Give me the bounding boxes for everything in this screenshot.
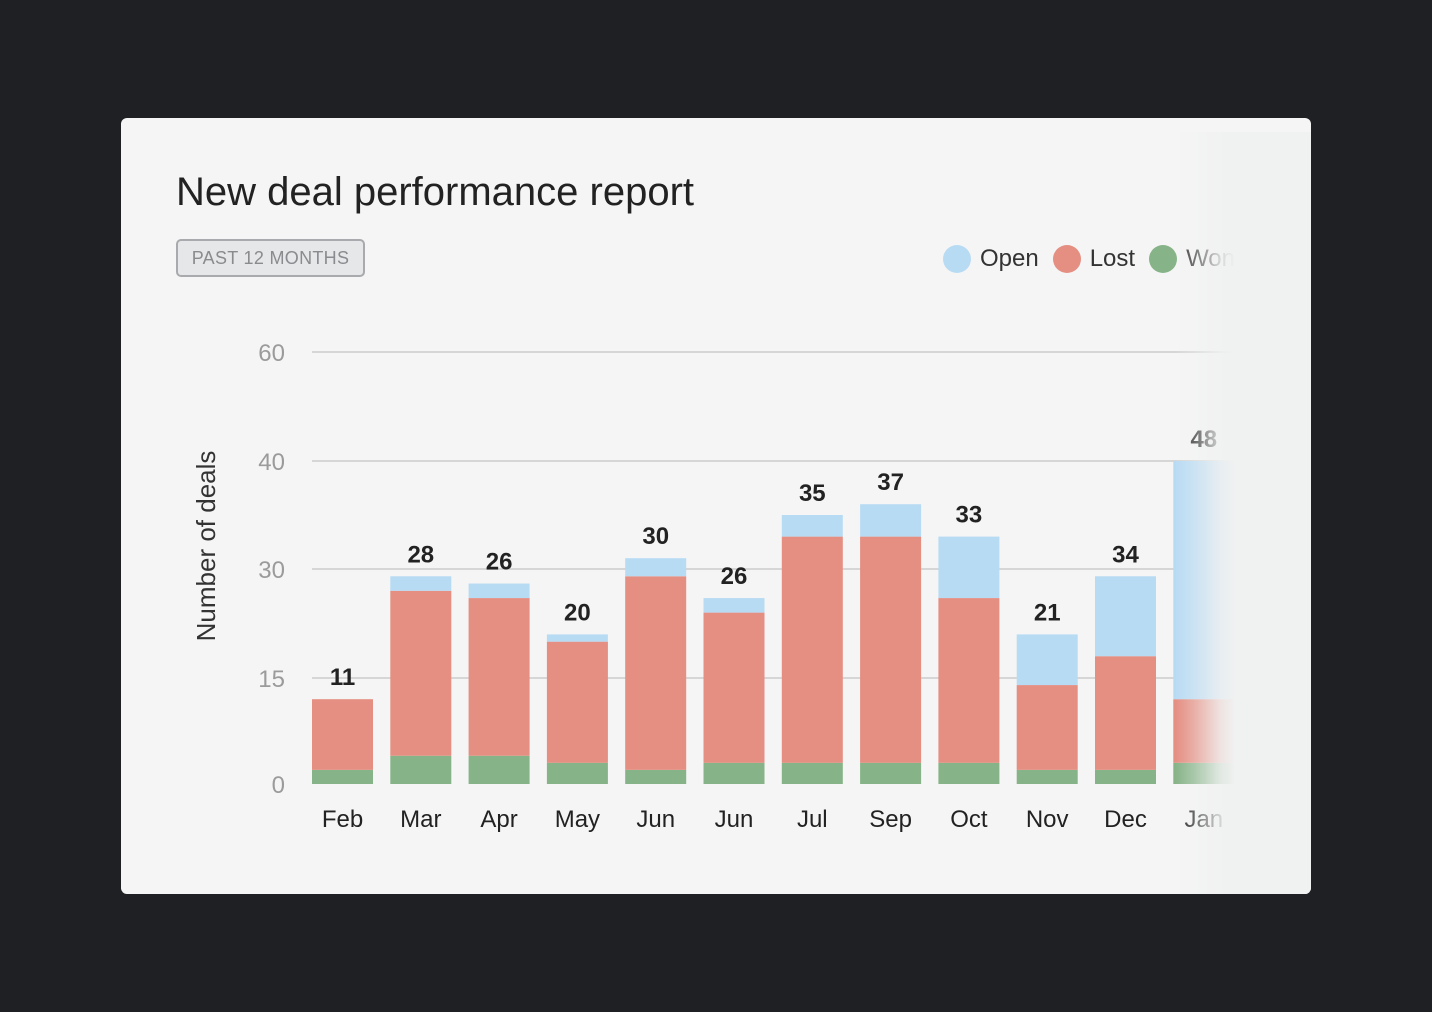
bar-segment-won xyxy=(1173,762,1235,784)
legend-won-swatch-icon xyxy=(1149,245,1178,273)
y-tick-label: 40 xyxy=(258,449,285,476)
x-tick-label: Jun xyxy=(715,806,754,833)
bar-segment-won xyxy=(781,762,843,784)
bar-segment-won xyxy=(1095,769,1156,784)
x-tick-label: Sep xyxy=(869,806,912,833)
bar-total-label: 28 xyxy=(407,541,434,568)
bar-segment-lost xyxy=(625,576,687,770)
y-tick-label: 0 xyxy=(272,772,285,799)
stacked-bar-chart: 0 15 30 40 60 Number of deals 11 Feb 28 Mar 26 Apr 2… xyxy=(191,340,1235,833)
bar-segment-lost xyxy=(312,699,373,770)
bar-segment-lost xyxy=(781,536,843,763)
bar-total-label: 35 xyxy=(799,480,826,507)
bar-segment-won xyxy=(468,755,530,784)
bar-segment-lost xyxy=(703,612,765,763)
bar-segment-open xyxy=(860,504,922,537)
legend-open-swatch-icon xyxy=(942,245,971,273)
bar-segment-open xyxy=(781,515,843,537)
bar-segment-open xyxy=(1173,461,1235,700)
legend-lost-label: Lost xyxy=(1089,245,1136,272)
x-tick-label: Mar xyxy=(400,806,441,833)
x-tick-label: May xyxy=(555,806,600,833)
bar-segment-lost xyxy=(390,590,452,756)
bar-total-label: 26 xyxy=(486,549,513,576)
x-tick-label: Apr xyxy=(480,806,517,833)
x-tick-label: Feb xyxy=(322,806,363,833)
legend-open-label: Open xyxy=(979,245,1039,272)
x-tick-label: Jul xyxy=(797,806,828,833)
bar-segment-open xyxy=(703,598,765,613)
bar-segment-won xyxy=(938,762,1000,784)
x-tick-label: Jun xyxy=(636,806,675,833)
bar-segment-lost xyxy=(468,598,530,756)
bar-total-label: 20 xyxy=(564,599,591,626)
bar-segment-open xyxy=(1016,634,1078,686)
bar-segment-won xyxy=(390,755,452,784)
bar-segment-lost xyxy=(938,598,1000,763)
bar-total-label: 37 xyxy=(877,469,904,496)
bar-total-label: 26 xyxy=(721,563,748,590)
x-tick-label: Jan xyxy=(1184,806,1223,833)
bar-total-label: 30 xyxy=(642,523,669,550)
bar-segment-open xyxy=(938,536,1000,599)
y-tick-label: 60 xyxy=(258,340,285,367)
report-title: New deal performance report xyxy=(176,170,695,214)
x-tick-label: Dec xyxy=(1104,806,1147,833)
bar-segment-lost xyxy=(860,536,922,763)
bar-segment-won xyxy=(625,769,687,784)
bar-segment-lost xyxy=(546,641,608,763)
bar-segment-open xyxy=(390,576,452,591)
legend-item-lost[interactable]: Lost xyxy=(1052,245,1136,273)
bar-total-label: 48 xyxy=(1190,426,1217,453)
legend-item-open[interactable]: Open xyxy=(942,245,1039,273)
bar-segment-won xyxy=(546,762,608,784)
bar-segment-open xyxy=(1095,576,1156,657)
x-tick-label: Oct xyxy=(950,806,988,833)
bar-segment-lost xyxy=(1173,699,1235,763)
bar-segment-won xyxy=(1016,769,1078,784)
bar-total-label: 11 xyxy=(330,664,355,691)
bar-segment-open xyxy=(468,583,530,599)
period-filter-button[interactable]: PAST 12 MONTHS xyxy=(176,239,365,277)
report-card: New deal performance report PAST 12 MONT… xyxy=(121,118,1311,894)
bar-segment-lost xyxy=(1016,685,1078,770)
bar-segment-won xyxy=(860,762,922,784)
y-tick-label: 30 xyxy=(258,557,285,584)
bar-segment-open xyxy=(625,558,687,577)
y-tick-label: 15 xyxy=(258,666,285,693)
bar-segment-won xyxy=(703,762,765,784)
x-tick-label: Nov xyxy=(1026,806,1069,833)
legend-lost-swatch-icon xyxy=(1052,245,1081,273)
bar-total-label: 34 xyxy=(1112,541,1139,568)
bar-segment-open xyxy=(546,634,608,642)
bar-segment-won xyxy=(312,769,373,784)
y-axis-label: Number of deals xyxy=(191,451,221,642)
bar-segment-lost xyxy=(1095,656,1156,770)
bar-total-label: 21 xyxy=(1034,599,1061,626)
bar-total-label: 33 xyxy=(956,502,983,529)
